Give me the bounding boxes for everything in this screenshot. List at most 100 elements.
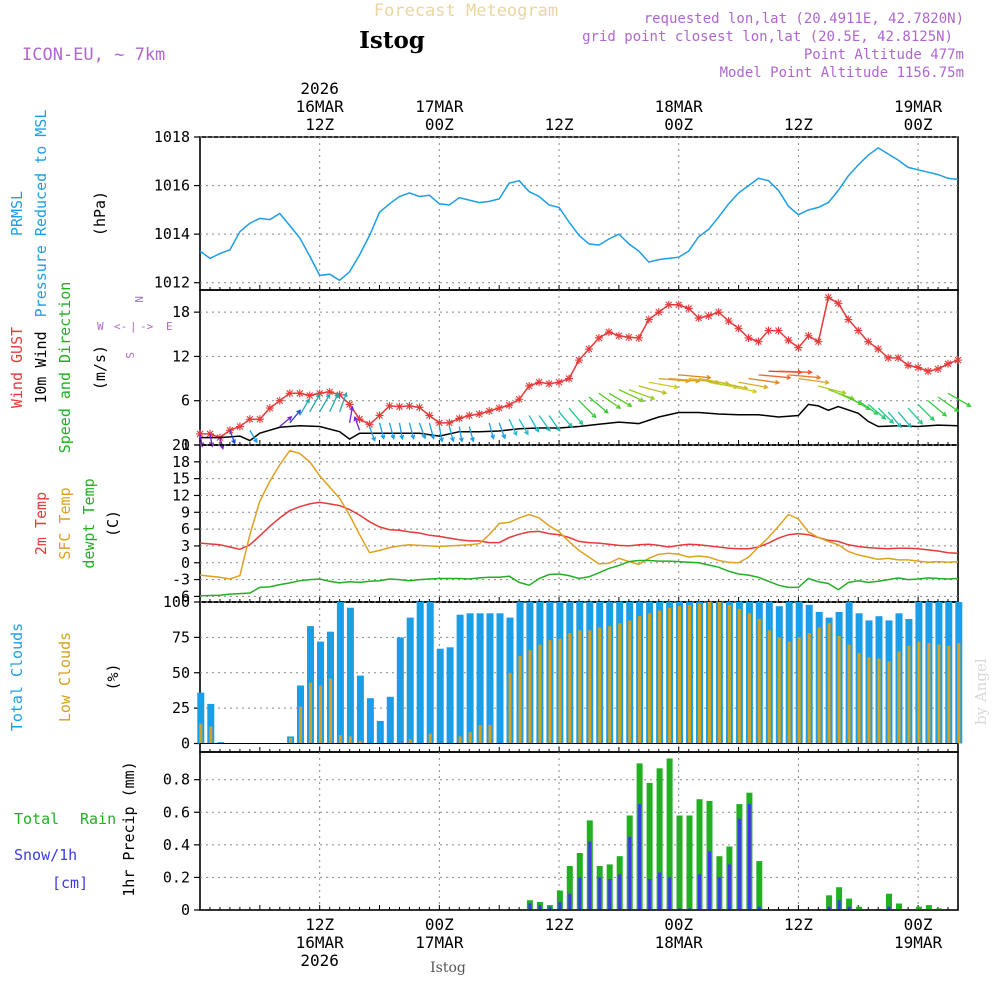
wind-arrow-head [501,434,507,440]
gust-marker [285,389,294,398]
wind-arrow [279,416,292,428]
bar-secondary [508,672,512,744]
wind-arrow [867,403,886,420]
bar-secondary [957,643,961,744]
panel-axis-label: Total Clouds [8,623,26,731]
y-tick-label: 0 [181,735,190,753]
y-tick-label: 50 [172,664,190,682]
wind-arrow-head [380,434,386,440]
bar-primary [197,692,205,744]
panel-axis-label: (hPa) [91,191,109,236]
panel-axis-label: (m/s) [91,345,109,390]
bar-secondary [588,630,592,744]
wind-arrow-head [662,390,668,395]
bar-secondary [698,603,701,744]
y-tick-label: -3 [172,571,190,589]
wind-arrow [917,403,935,421]
y-tick-label: 1014 [154,225,190,243]
wind-arrow [568,407,583,425]
gust-marker [255,415,264,424]
compass-east: E [166,320,173,333]
bar-primary [856,906,863,910]
wind-arrow [229,430,236,444]
compass-south: S [123,352,136,359]
panel-axis-label: Wind GUST [8,327,26,408]
wind-arrow [598,392,621,409]
wind-arrow [937,396,959,412]
bar-primary [686,815,693,910]
wind-arrow [618,389,644,402]
gust-marker [624,333,633,342]
y-tick-label: 1016 [154,177,190,195]
bar-secondary [458,736,462,744]
gust-marker [754,337,763,346]
bar-secondary [608,626,612,744]
wind-arrow [668,377,700,382]
wind-arrow [578,400,596,418]
bar-primary [896,903,902,910]
y-tick-label: -6 [172,587,190,605]
gust-marker [784,336,793,345]
bar-secondary [907,645,911,744]
gust-marker [375,411,384,420]
gust-marker [674,300,683,309]
wind-arrow-head [752,388,758,394]
wind-arrow [368,426,376,441]
wind-arrow [907,407,923,425]
gust-marker [934,364,943,373]
gust-marker [235,422,244,431]
bar-secondary [628,620,632,744]
gust-marker [265,404,274,413]
compass-east-arrow: -> [140,320,154,333]
footer-station: Istog [430,960,466,976]
bar-primary [217,742,225,744]
bar-secondary [717,602,721,744]
gust-marker [914,363,923,372]
bar-secondary [199,723,203,744]
wind-arrow-head [824,379,831,385]
x-axis-label: 18MAR [655,97,704,116]
wind-arrow-head [941,411,948,417]
bar-secondary [568,633,572,744]
gust-marker [555,378,564,387]
wind-panel: 0 6 12 18 [172,289,972,454]
gust-marker [594,333,603,342]
bar-primary [476,613,484,744]
wind-arrow-head [534,427,540,433]
x-axis-label: 00Z [425,115,454,134]
bar-secondary [887,661,891,744]
bar-primary [836,887,843,910]
gust-marker [495,404,504,413]
wind-arrow [438,426,443,442]
bar-secondary [658,872,662,910]
x-axis-label: 00Z [664,915,693,934]
bar-secondary [558,638,562,744]
wind-arrow [329,393,339,413]
y-tick-label: 0.6 [163,803,190,821]
gust-marker [335,390,344,399]
bar-secondary [827,623,831,744]
wind-arrow [458,426,463,442]
model-name: ICON-EU, ~ 7km [22,45,165,65]
y-tick-label: 0.4 [163,836,190,854]
wind-arrow-head [490,434,496,440]
wind-arrow-head [219,444,225,450]
x-axis-label: 12Z [784,915,813,934]
gust-marker [814,337,823,346]
x-axis-label: 17MAR [415,97,464,116]
y-tick-label: 12 [172,486,190,504]
gust-marker [714,308,723,317]
x-axis-label: 12Z [545,915,574,934]
gust-marker [345,400,354,409]
y-tick-label: 0 [181,554,190,572]
bar-primary [886,893,892,910]
wind-arrow [718,381,748,390]
wind-arrow [658,377,690,382]
series-line [199,559,959,597]
bar-primary [826,895,833,910]
bar-secondary [698,874,701,910]
wind-arrow-head [578,420,584,426]
wind-arrow-head [287,416,293,421]
